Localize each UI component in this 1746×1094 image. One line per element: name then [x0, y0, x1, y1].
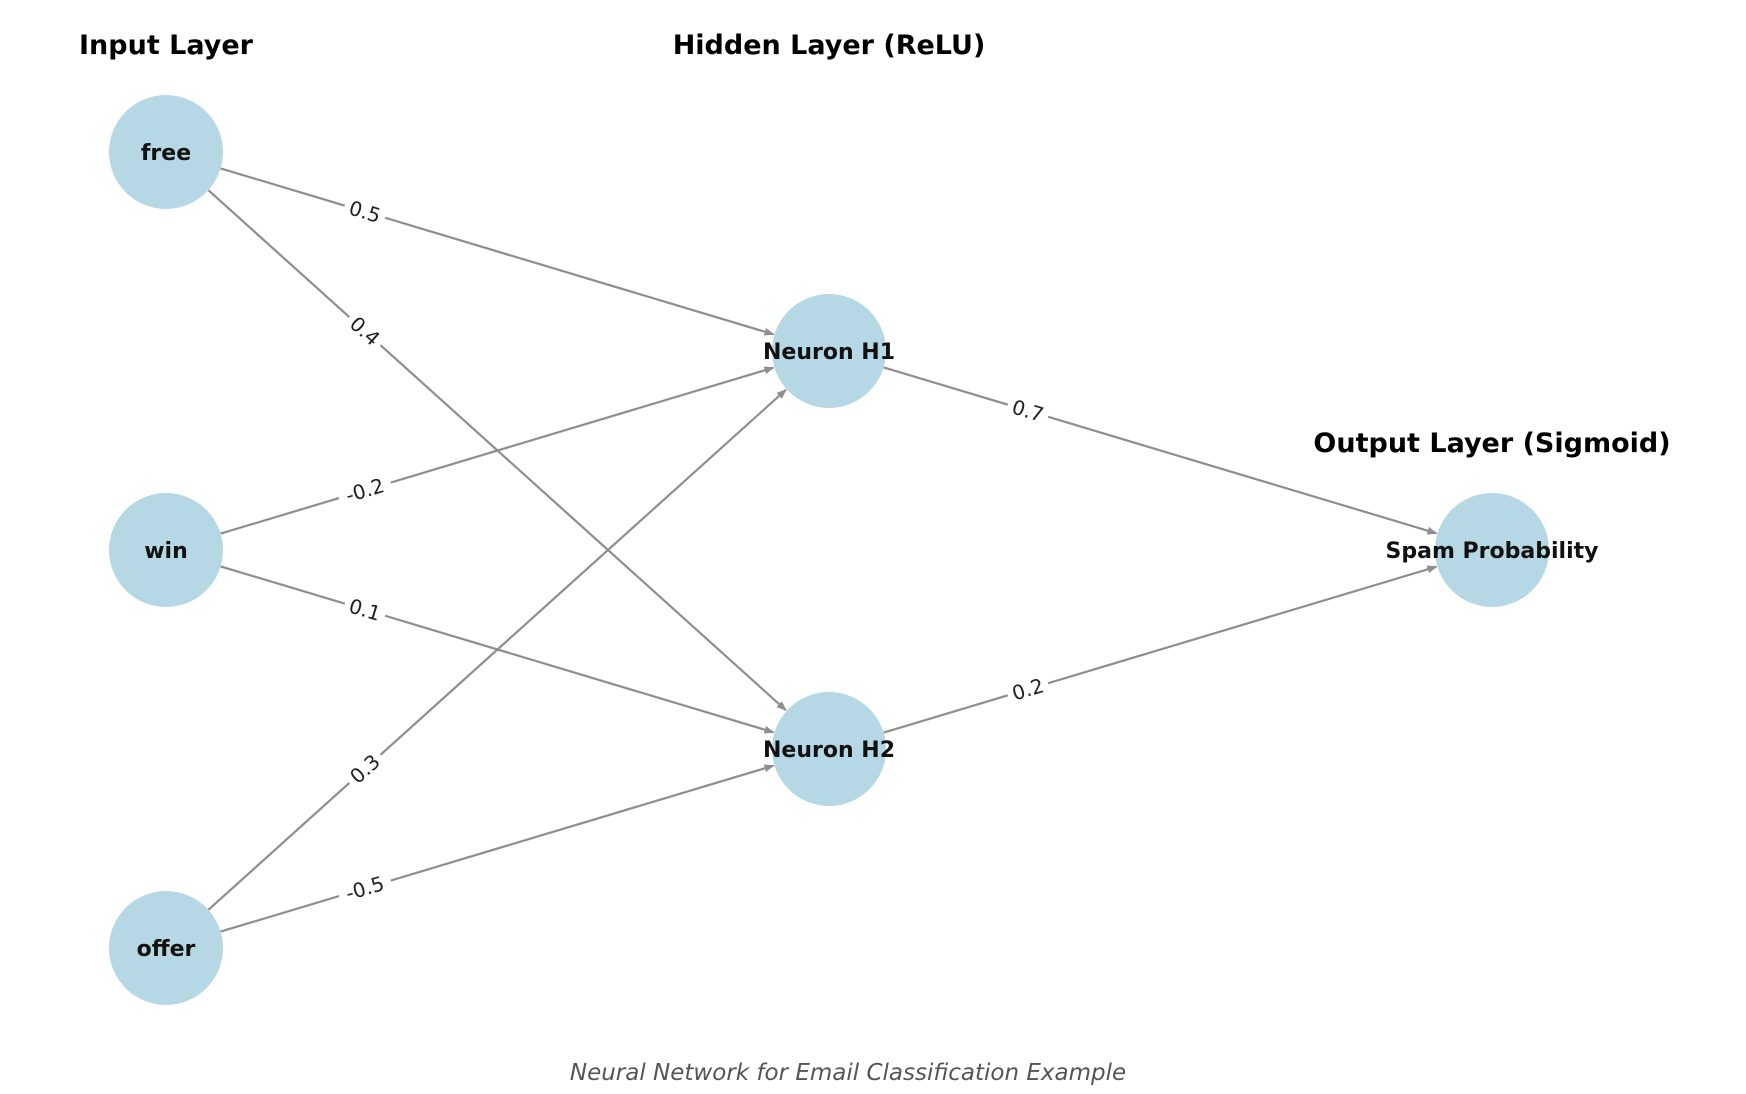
input-layer-title: Input Layer: [79, 30, 254, 61]
edge-weight-label: 0.5: [346, 196, 383, 228]
node-win-label: win: [144, 539, 188, 564]
edge-weight-label: -0.2: [343, 473, 387, 507]
edge-weight-bg: [1004, 671, 1052, 707]
edge-free-h1: [220, 167, 775, 336]
edge-weight-bg: [1004, 393, 1052, 429]
node-h1-circle: [772, 294, 886, 408]
node-output-circle: [1435, 493, 1549, 607]
diagram-caption: Neural Network for Email Classification …: [570, 1060, 1126, 1086]
node-output: Spam Probability: [1386, 493, 1599, 607]
edge-offer-h1: [207, 388, 787, 911]
edges-group: 0.50.4-0.20.10.3-0.50.70.2: [207, 167, 1438, 933]
node-h1: Neuron H1: [763, 294, 895, 408]
node-win-circle: [109, 493, 223, 607]
edge-weight-win-h1: -0.2: [335, 471, 395, 510]
edge-weight-free-h1: 0.5: [341, 194, 389, 230]
edge-weight-label: -0.5: [343, 871, 387, 905]
edge-h2-out: [883, 565, 1438, 734]
edge-weight-h1-out: 0.7: [1004, 393, 1052, 429]
edge-weight-offer-h1: 0.3: [341, 745, 389, 792]
edge-weight-bg: [335, 869, 395, 908]
edge-weight-win-h2: 0.1: [341, 592, 389, 628]
node-offer: offer: [109, 891, 223, 1005]
edge-weight-bg: [341, 745, 389, 792]
edge-weight-offer-h2: -0.5: [335, 869, 395, 908]
edge-weight-bg: [341, 194, 389, 230]
node-offer-circle: [109, 891, 223, 1005]
node-free-circle: [109, 95, 223, 209]
edge-offer-h2: [220, 764, 775, 933]
node-free-label: free: [141, 141, 191, 166]
edge-weight-bg: [335, 471, 395, 510]
edge-weight-bg: [341, 308, 389, 355]
node-h2-circle: [772, 692, 886, 806]
edge-weight-h2-out: 0.2: [1004, 671, 1052, 707]
edge-win-h1: [220, 366, 775, 535]
node-h2-label: Neuron H2: [763, 738, 895, 763]
hidden-layer-title: Hidden Layer (ReLU): [673, 30, 986, 61]
node-output-label: Spam Probability: [1386, 539, 1599, 564]
node-win: win: [109, 493, 223, 607]
node-offer-label: offer: [137, 937, 196, 962]
node-h2: Neuron H2: [763, 692, 895, 806]
output-layer-title: Output Layer (Sigmoid): [1313, 428, 1670, 459]
node-h1-label: Neuron H1: [763, 340, 895, 365]
edge-weight-label: 0.7: [1009, 395, 1046, 427]
edge-h1-out: [883, 366, 1438, 535]
node-free: free: [109, 95, 223, 209]
edge-weight-label: 0.2: [1009, 673, 1046, 705]
edge-weight-bg: [341, 592, 389, 628]
edge-weight-label: 0.1: [346, 594, 383, 626]
